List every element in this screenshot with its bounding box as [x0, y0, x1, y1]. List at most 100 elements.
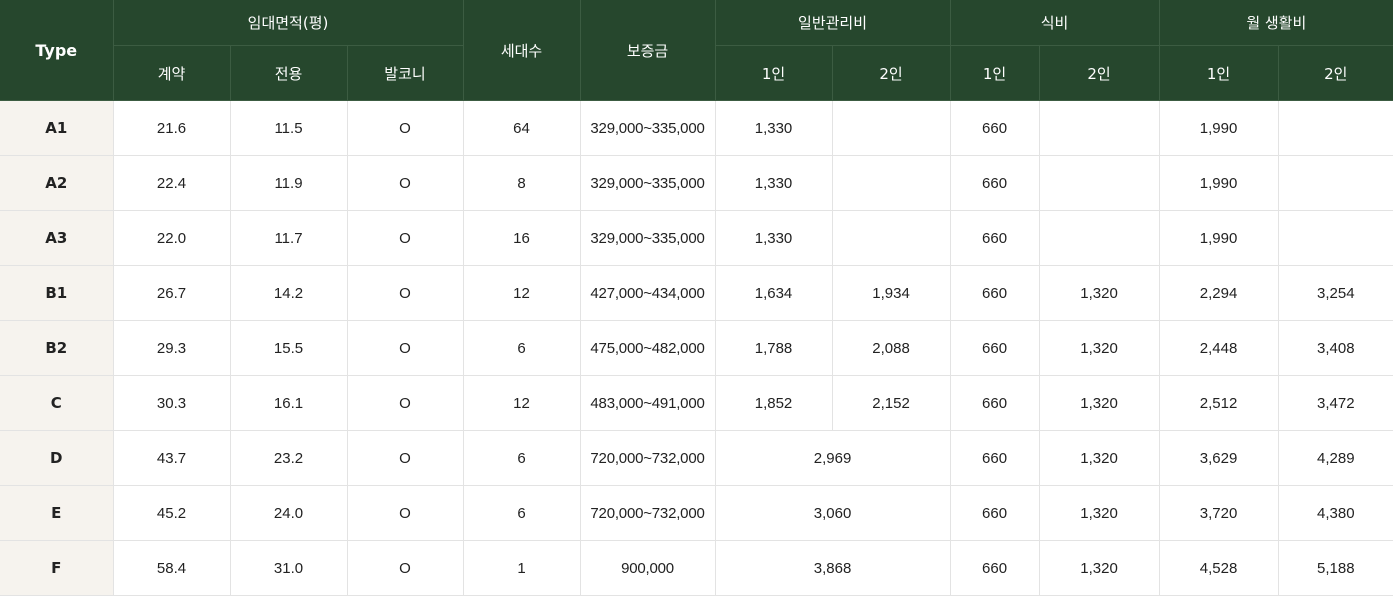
cell-deposit: 720,000~732,000 [580, 430, 716, 486]
table-row: F 58.4 31.0 O 1 900,000 3,868 660 1,320 … [0, 540, 1393, 596]
cell-mgmt-1: 1,330 [715, 155, 833, 211]
cell-mgmt-1: 1,788 [715, 320, 833, 376]
cell-living-1: 2,294 [1159, 265, 1279, 321]
header-living-2: 2인 [1278, 45, 1393, 101]
cell-exclusive: 31.0 [230, 540, 348, 596]
cell-food-2 [1039, 210, 1160, 266]
cell-food-2 [1039, 155, 1160, 211]
cell-food-2: 1,320 [1039, 540, 1160, 596]
cell-living-2 [1278, 210, 1393, 266]
cell-households: 6 [463, 485, 581, 541]
cell-living-2 [1278, 155, 1393, 211]
header-mgmt-2: 2인 [832, 45, 951, 101]
cell-households: 12 [463, 265, 581, 321]
cell-exclusive: 16.1 [230, 375, 348, 431]
cell-food-1: 660 [950, 100, 1040, 156]
table-row: A2 22.4 11.9 O 8 329,000~335,000 1,330 6… [0, 155, 1393, 211]
cell-living-2: 4,289 [1278, 430, 1393, 486]
cell-type: A3 [0, 210, 114, 266]
cell-mgmt-merged: 3,868 [715, 540, 951, 596]
header-contract: 계약 [113, 45, 231, 101]
cell-mgmt-2 [832, 100, 951, 156]
cell-food-1: 660 [950, 375, 1040, 431]
cell-contract: 22.4 [113, 155, 231, 211]
cell-mgmt-merged: 2,969 [715, 430, 951, 486]
cell-food-1: 660 [950, 265, 1040, 321]
cell-deposit: 483,000~491,000 [580, 375, 716, 431]
cell-food-2: 1,320 [1039, 485, 1160, 541]
cell-food-2 [1039, 100, 1160, 156]
header-mgmt-group: 일반관리비 [715, 0, 951, 46]
header-balcony: 발코니 [347, 45, 464, 101]
cell-mgmt-2: 2,088 [832, 320, 951, 376]
cell-deposit: 427,000~434,000 [580, 265, 716, 321]
cell-food-2: 1,320 [1039, 430, 1160, 486]
cell-living-1: 1,990 [1159, 210, 1279, 266]
cell-living-2: 3,472 [1278, 375, 1393, 431]
cell-households: 12 [463, 375, 581, 431]
cell-contract: 30.3 [113, 375, 231, 431]
cell-mgmt-1: 1,330 [715, 100, 833, 156]
cell-exclusive: 23.2 [230, 430, 348, 486]
cell-living-2 [1278, 100, 1393, 156]
cell-living-2: 4,380 [1278, 485, 1393, 541]
cell-type: C [0, 375, 114, 431]
cell-food-1: 660 [950, 155, 1040, 211]
cell-balcony: O [347, 265, 464, 321]
cell-mgmt-1: 1,852 [715, 375, 833, 431]
table-row: A1 21.6 11.5 O 64 329,000~335,000 1,330 … [0, 100, 1393, 156]
cell-balcony: O [347, 485, 464, 541]
cell-deposit: 475,000~482,000 [580, 320, 716, 376]
cell-living-2: 5,188 [1278, 540, 1393, 596]
cell-living-1: 3,720 [1159, 485, 1279, 541]
cell-exclusive: 11.9 [230, 155, 348, 211]
cell-balcony: O [347, 210, 464, 266]
cell-food-1: 660 [950, 430, 1040, 486]
cell-households: 6 [463, 320, 581, 376]
cell-food-2: 1,320 [1039, 265, 1160, 321]
cell-type: E [0, 485, 114, 541]
cell-mgmt-2 [832, 155, 951, 211]
cell-households: 16 [463, 210, 581, 266]
header-living-group: 월 생활비 [1159, 0, 1393, 46]
cell-contract: 45.2 [113, 485, 231, 541]
cell-mgmt-2 [832, 210, 951, 266]
header-living-1: 1인 [1159, 45, 1279, 101]
header-households: 세대수 [463, 0, 581, 101]
cell-living-1: 1,990 [1159, 155, 1279, 211]
cell-balcony: O [347, 100, 464, 156]
header-food-2: 2인 [1039, 45, 1160, 101]
table-row: B2 29.3 15.5 O 6 475,000~482,000 1,788 2… [0, 320, 1393, 376]
cell-food-1: 660 [950, 210, 1040, 266]
header-mgmt-1: 1인 [715, 45, 833, 101]
table-row: C 30.3 16.1 O 12 483,000~491,000 1,852 2… [0, 375, 1393, 431]
cell-contract: 58.4 [113, 540, 231, 596]
cell-food-1: 660 [950, 320, 1040, 376]
cell-living-1: 2,448 [1159, 320, 1279, 376]
cell-exclusive: 14.2 [230, 265, 348, 321]
cell-food-1: 660 [950, 485, 1040, 541]
cell-deposit: 329,000~335,000 [580, 210, 716, 266]
cell-balcony: O [347, 430, 464, 486]
cell-type: B2 [0, 320, 114, 376]
cell-type: F [0, 540, 114, 596]
cell-living-1: 4,528 [1159, 540, 1279, 596]
table-row: A3 22.0 11.7 O 16 329,000~335,000 1,330 … [0, 210, 1393, 266]
cell-contract: 26.7 [113, 265, 231, 321]
cell-households: 6 [463, 430, 581, 486]
cell-living-1: 1,990 [1159, 100, 1279, 156]
cell-exclusive: 24.0 [230, 485, 348, 541]
cell-deposit: 329,000~335,000 [580, 100, 716, 156]
cell-mgmt-1: 1,330 [715, 210, 833, 266]
cell-contract: 43.7 [113, 430, 231, 486]
table-header: Type 임대면적(평) 세대수 보증금 일반관리비 식비 월 생활비 계약 전… [0, 0, 1393, 101]
table-row: E 45.2 24.0 O 6 720,000~732,000 3,060 66… [0, 485, 1393, 541]
cell-living-1: 3,629 [1159, 430, 1279, 486]
table-body: A1 21.6 11.5 O 64 329,000~335,000 1,330 … [0, 100, 1393, 596]
cell-deposit: 900,000 [580, 540, 716, 596]
cell-households: 1 [463, 540, 581, 596]
table-row: D 43.7 23.2 O 6 720,000~732,000 2,969 66… [0, 430, 1393, 486]
cell-type: B1 [0, 265, 114, 321]
cell-deposit: 329,000~335,000 [580, 155, 716, 211]
cell-mgmt-merged: 3,060 [715, 485, 951, 541]
